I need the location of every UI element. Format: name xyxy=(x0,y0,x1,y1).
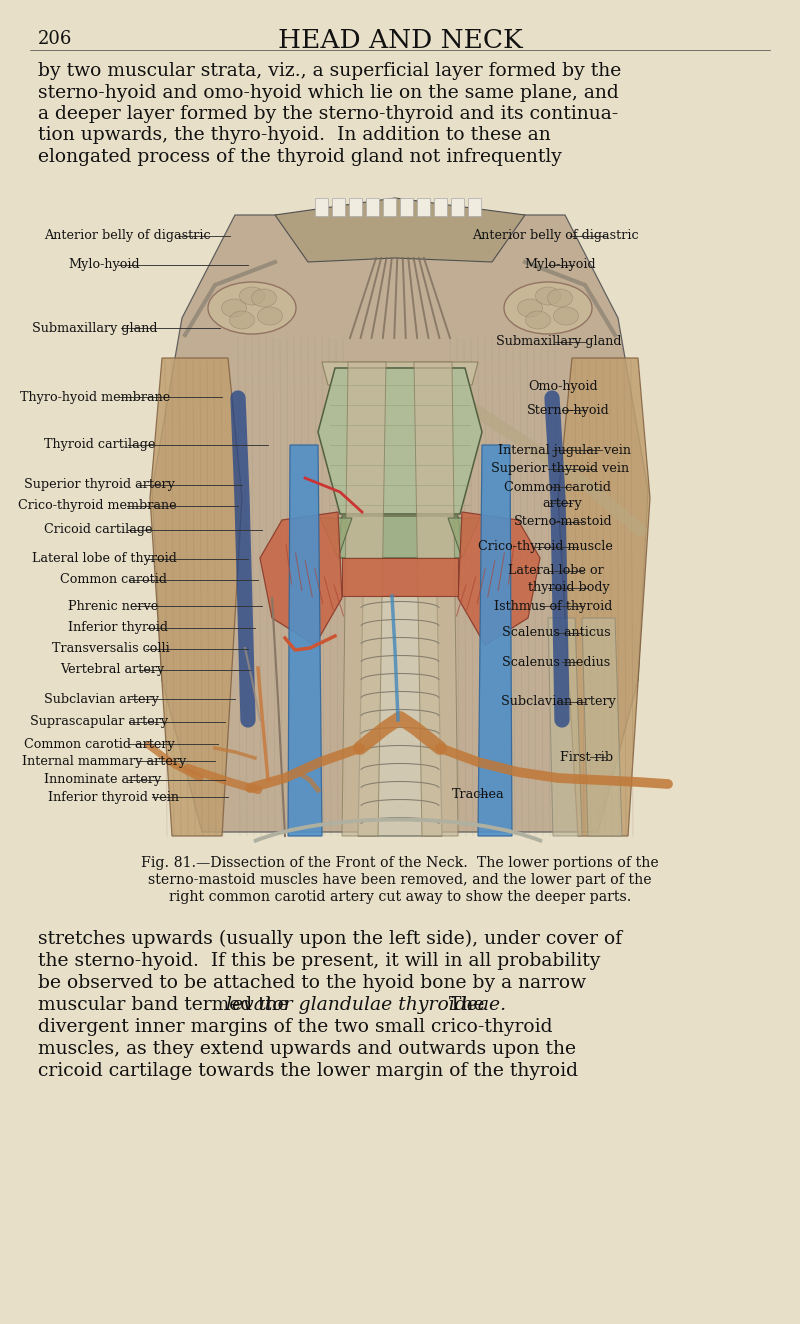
Text: be observed to be attached to the hyoid bone by a narrow: be observed to be attached to the hyoid … xyxy=(38,974,586,992)
Text: the sterno-hyoid.  If this be present, it will in all probability: the sterno-hyoid. If this be present, it… xyxy=(38,952,600,970)
Text: Omo-hyoid: Omo-hyoid xyxy=(528,380,598,393)
Ellipse shape xyxy=(258,307,282,324)
Text: by two muscular strata, viz., a superficial layer formed by the: by two muscular strata, viz., a superfic… xyxy=(38,62,622,79)
Polygon shape xyxy=(448,518,480,557)
Text: Scalenus medius: Scalenus medius xyxy=(502,655,610,669)
Polygon shape xyxy=(458,512,540,645)
Polygon shape xyxy=(342,557,458,596)
Polygon shape xyxy=(451,199,464,216)
Ellipse shape xyxy=(504,282,592,334)
Text: Isthmus of thyroid: Isthmus of thyroid xyxy=(494,600,613,613)
Polygon shape xyxy=(400,199,413,216)
Polygon shape xyxy=(582,618,622,835)
Polygon shape xyxy=(366,199,379,216)
Text: Inferior thyroid vein: Inferior thyroid vein xyxy=(48,790,179,804)
Text: Common carotid artery: Common carotid artery xyxy=(24,737,174,751)
Text: Vertebral artery: Vertebral artery xyxy=(60,663,164,677)
Text: Common carotid: Common carotid xyxy=(504,481,611,494)
Polygon shape xyxy=(414,361,458,835)
Text: Sterno-hyoid: Sterno-hyoid xyxy=(526,404,609,417)
Text: Anterior belly of digastric: Anterior belly of digastric xyxy=(44,229,210,242)
Polygon shape xyxy=(275,199,525,262)
Ellipse shape xyxy=(230,311,254,328)
Text: Subclavian artery: Subclavian artery xyxy=(501,695,616,708)
Ellipse shape xyxy=(526,311,550,328)
Polygon shape xyxy=(417,199,430,216)
Polygon shape xyxy=(260,512,342,645)
Ellipse shape xyxy=(547,289,573,307)
Ellipse shape xyxy=(239,287,265,305)
Text: First rib: First rib xyxy=(560,751,613,764)
Polygon shape xyxy=(320,518,352,557)
Text: right common carotid artery cut away to show the deeper parts.: right common carotid artery cut away to … xyxy=(169,890,631,904)
Ellipse shape xyxy=(251,289,277,307)
Text: Internal mammary artery: Internal mammary artery xyxy=(22,755,186,768)
Text: Phrenic nerve: Phrenic nerve xyxy=(68,600,158,613)
Text: Lateral lobe or: Lateral lobe or xyxy=(508,564,604,577)
Text: artery: artery xyxy=(542,496,582,510)
Text: Thyroid cartilage: Thyroid cartilage xyxy=(44,438,155,451)
Polygon shape xyxy=(434,199,447,216)
Text: 206: 206 xyxy=(38,30,72,48)
Text: a deeper layer formed by the sterno-thyroid and its continua-: a deeper layer formed by the sterno-thyr… xyxy=(38,105,618,123)
Polygon shape xyxy=(548,618,582,835)
Polygon shape xyxy=(315,199,328,216)
Text: Scalenus anticus: Scalenus anticus xyxy=(502,626,611,639)
Text: Common carotid: Common carotid xyxy=(60,573,167,587)
Ellipse shape xyxy=(518,299,542,316)
Text: The: The xyxy=(437,996,484,1014)
Text: Submaxillary gland: Submaxillary gland xyxy=(32,322,158,335)
Ellipse shape xyxy=(554,307,578,324)
Polygon shape xyxy=(558,357,650,835)
Text: Fig. 81.—Dissection of the Front of the Neck.  The lower portions of the: Fig. 81.—Dissection of the Front of the … xyxy=(141,857,659,870)
Text: sterno-hyoid and omo-hyoid which lie on the same plane, and: sterno-hyoid and omo-hyoid which lie on … xyxy=(38,83,618,102)
Polygon shape xyxy=(342,361,386,835)
Text: Inferior thyroid: Inferior thyroid xyxy=(68,621,168,634)
Text: Mylo-hyoid: Mylo-hyoid xyxy=(524,258,596,271)
Polygon shape xyxy=(468,199,481,216)
Text: muscles, as they extend upwards and outwards upon the: muscles, as they extend upwards and outw… xyxy=(38,1039,576,1058)
Ellipse shape xyxy=(222,299,246,316)
Text: Lateral lobe of thyroid: Lateral lobe of thyroid xyxy=(32,552,177,565)
Text: Subclavian artery: Subclavian artery xyxy=(44,692,159,706)
Text: stretches upwards (usually upon the left side), under cover of: stretches upwards (usually upon the left… xyxy=(38,929,622,948)
Text: Sterno-mastoid: Sterno-mastoid xyxy=(514,515,612,528)
Text: Internal jugular vein: Internal jugular vein xyxy=(498,444,630,457)
Polygon shape xyxy=(152,214,648,831)
Text: Innominate artery: Innominate artery xyxy=(44,773,162,786)
Text: Anterior belly of digastric: Anterior belly of digastric xyxy=(472,229,638,242)
Text: Cricoid cartilage: Cricoid cartilage xyxy=(44,523,153,536)
Polygon shape xyxy=(288,445,322,835)
Text: Suprascapular artery: Suprascapular artery xyxy=(30,715,169,728)
Polygon shape xyxy=(332,199,345,216)
Text: Crico-thyroid membrane: Crico-thyroid membrane xyxy=(18,499,176,512)
Text: Mylo-hyoid: Mylo-hyoid xyxy=(68,258,140,271)
Text: levator glandulae thyroideae.: levator glandulae thyroideae. xyxy=(226,996,506,1014)
Text: sterno-mastoid muscles have been removed, and the lower part of the: sterno-mastoid muscles have been removed… xyxy=(148,873,652,887)
Polygon shape xyxy=(318,368,482,514)
Polygon shape xyxy=(349,199,362,216)
Text: cricoid cartilage towards the lower margin of the thyroid: cricoid cartilage towards the lower marg… xyxy=(38,1062,578,1080)
Text: Crico-thyroid muscle: Crico-thyroid muscle xyxy=(478,540,614,553)
Polygon shape xyxy=(150,357,242,835)
Text: Submaxillary gland: Submaxillary gland xyxy=(496,335,622,348)
Polygon shape xyxy=(338,516,462,557)
Text: Superior thyroid vein: Superior thyroid vein xyxy=(491,462,630,475)
Text: thyroid body: thyroid body xyxy=(528,581,610,594)
Text: Thyro-hyoid membrane: Thyro-hyoid membrane xyxy=(20,391,170,404)
Text: Superior thyroid artery: Superior thyroid artery xyxy=(24,478,175,491)
Polygon shape xyxy=(358,596,442,835)
Polygon shape xyxy=(478,445,512,835)
Text: divergent inner margins of the two small crico-thyroid: divergent inner margins of the two small… xyxy=(38,1018,553,1035)
Text: muscular band termed the: muscular band termed the xyxy=(38,996,294,1014)
Ellipse shape xyxy=(535,287,561,305)
Text: elongated process of the thyroid gland not infrequently: elongated process of the thyroid gland n… xyxy=(38,148,562,166)
Polygon shape xyxy=(383,199,396,216)
Text: Trachea: Trachea xyxy=(452,788,505,801)
Text: Transversalis colli: Transversalis colli xyxy=(52,642,170,655)
Polygon shape xyxy=(322,361,478,385)
Ellipse shape xyxy=(208,282,296,334)
Text: tion upwards, the thyro-hyoid.  In addition to these an: tion upwards, the thyro-hyoid. In additi… xyxy=(38,127,550,144)
Text: HEAD AND NECK: HEAD AND NECK xyxy=(278,28,522,53)
